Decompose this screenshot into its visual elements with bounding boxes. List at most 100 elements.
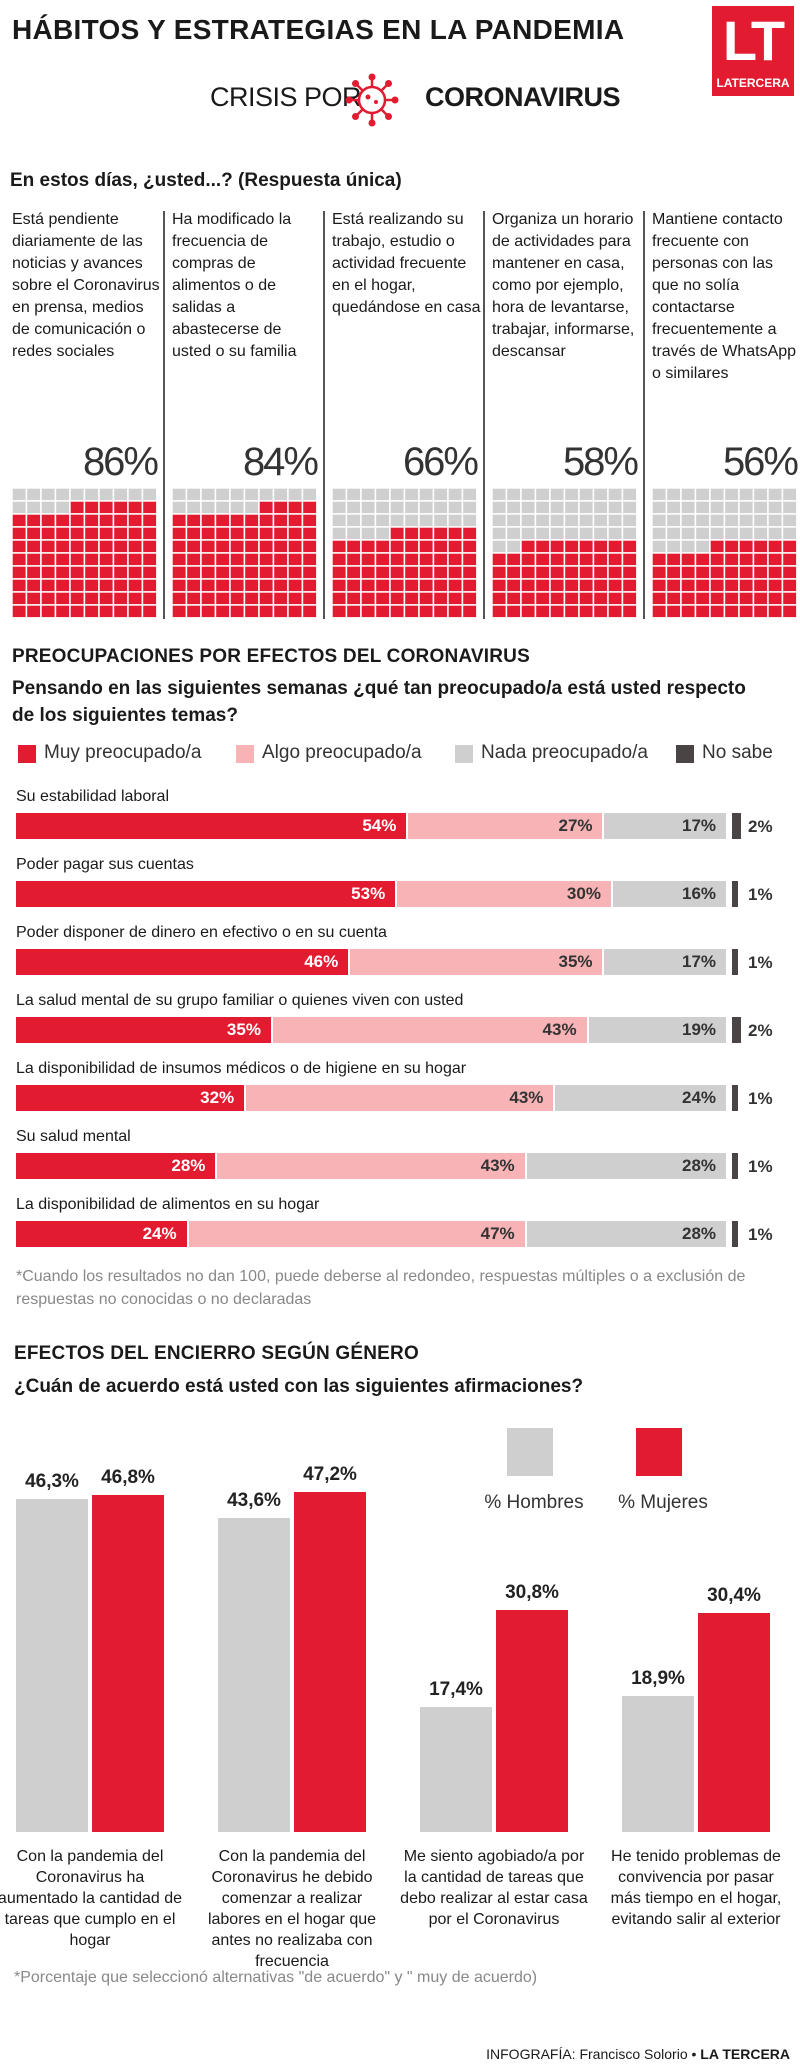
waffle-cell bbox=[303, 605, 317, 618]
concern-bar-segment bbox=[555, 1085, 726, 1111]
waffle-cell bbox=[274, 553, 288, 566]
waffle-cell bbox=[201, 592, 215, 605]
waffle-cell bbox=[230, 514, 244, 527]
waffle-cell bbox=[245, 514, 259, 527]
waffle-cell bbox=[56, 605, 70, 618]
waffle-cell bbox=[288, 488, 302, 501]
waffle-cell bbox=[27, 579, 41, 592]
hombres-bar bbox=[622, 1695, 694, 1832]
waffle-cell bbox=[710, 579, 724, 592]
waffle-cell bbox=[579, 579, 593, 592]
waffle-cell bbox=[288, 566, 302, 579]
concern-bar-segment bbox=[16, 1085, 245, 1111]
waffle-cell bbox=[696, 605, 710, 618]
mujeres-value-label: 30,4% bbox=[707, 1585, 761, 1607]
concern-nosabe-label: 1% bbox=[748, 1157, 773, 1176]
waffle-cell bbox=[579, 527, 593, 540]
crisis-post: CORONAVIRUS bbox=[425, 82, 621, 112]
waffle-cell bbox=[405, 488, 419, 501]
waffle-cell bbox=[99, 566, 113, 579]
waffle-cell bbox=[41, 579, 55, 592]
waffle-cell bbox=[521, 540, 535, 553]
la-tercera-logo: LT LATERCERA bbox=[712, 6, 794, 96]
waffle-cell bbox=[434, 514, 448, 527]
waffle-cell bbox=[565, 566, 579, 579]
waffle-cell bbox=[768, 553, 782, 566]
waffle-cell bbox=[463, 579, 477, 592]
waffle-cell bbox=[521, 488, 535, 501]
waffle-cell bbox=[594, 488, 608, 501]
waffle-cell bbox=[216, 579, 230, 592]
waffle-cell bbox=[710, 566, 724, 579]
waffle-value-label-5: 56% bbox=[722, 440, 799, 484]
waffle-cell bbox=[288, 540, 302, 553]
concern-category-1: Su estabilidad laboral bbox=[16, 788, 169, 805]
waffle-cell bbox=[783, 488, 797, 501]
waffle-cell bbox=[419, 527, 433, 540]
waffle-cell bbox=[274, 605, 288, 618]
waffle-cell bbox=[725, 566, 739, 579]
waffle-cell bbox=[739, 540, 753, 553]
concern-bar-segment bbox=[397, 881, 611, 907]
waffle-cell bbox=[448, 605, 462, 618]
waffle-cell bbox=[550, 527, 564, 540]
waffle-cell bbox=[681, 553, 695, 566]
waffle-cell bbox=[361, 605, 375, 618]
waffle-cell bbox=[332, 488, 346, 501]
waffle-cell bbox=[12, 540, 26, 553]
waffle-cell bbox=[434, 488, 448, 501]
waffle-cell bbox=[128, 527, 142, 540]
waffle-cell bbox=[216, 488, 230, 501]
waffle-cell bbox=[85, 553, 99, 566]
waffle-cell bbox=[754, 540, 768, 553]
waffle-cell bbox=[405, 553, 419, 566]
waffle-category-4: Organiza un horario de actividades para … bbox=[492, 211, 635, 360]
waffle-cell bbox=[536, 566, 550, 579]
waffle-cell bbox=[768, 514, 782, 527]
waffle-cell bbox=[739, 605, 753, 618]
credit: INFOGRAFÍA: Francisco Solorio • LA TERCE… bbox=[486, 2046, 790, 2062]
waffle-cell bbox=[259, 592, 273, 605]
mujeres-bar bbox=[294, 1492, 366, 1832]
waffle-cell bbox=[521, 566, 535, 579]
waffle-cell bbox=[754, 514, 768, 527]
waffle-cell bbox=[41, 527, 55, 540]
waffle-cell bbox=[99, 540, 113, 553]
waffle-cell bbox=[303, 501, 317, 514]
waffle-cell bbox=[274, 592, 288, 605]
waffle-cell bbox=[536, 514, 550, 527]
waffle-cell bbox=[594, 527, 608, 540]
waffle-cell bbox=[201, 488, 215, 501]
waffle-cell bbox=[739, 514, 753, 527]
waffle-cell bbox=[390, 553, 404, 566]
waffle-cell bbox=[565, 553, 579, 566]
waffle-cell bbox=[754, 579, 768, 592]
waffle-cell bbox=[128, 605, 142, 618]
waffle-cell bbox=[114, 514, 128, 527]
waffle-cell bbox=[114, 566, 128, 579]
waffle-cell bbox=[216, 605, 230, 618]
column-divider bbox=[323, 211, 325, 619]
waffle-cell bbox=[565, 540, 579, 553]
waffle-cell bbox=[201, 605, 215, 618]
waffle-cell bbox=[332, 540, 346, 553]
waffle-cell bbox=[187, 527, 201, 540]
waffle-cell bbox=[521, 527, 535, 540]
waffle-value-label-1: 86% bbox=[82, 440, 159, 484]
waffle-cell bbox=[56, 514, 70, 527]
waffle-cell bbox=[492, 553, 506, 566]
mujeres-bar bbox=[698, 1613, 770, 1832]
waffle-cell bbox=[405, 514, 419, 527]
waffle-cell bbox=[187, 488, 201, 501]
waffle-cell bbox=[696, 592, 710, 605]
waffle-cell bbox=[652, 514, 666, 527]
waffle-cell bbox=[623, 514, 637, 527]
waffle-cell bbox=[172, 488, 186, 501]
waffle-cell bbox=[463, 553, 477, 566]
waffle-cell bbox=[288, 605, 302, 618]
waffle-cell bbox=[187, 540, 201, 553]
waffle-cell bbox=[623, 501, 637, 514]
waffle-cell bbox=[696, 579, 710, 592]
gender-category-4: He tenido problemas de convivencia por p… bbox=[610, 1848, 782, 1928]
waffle-cell bbox=[390, 605, 404, 618]
